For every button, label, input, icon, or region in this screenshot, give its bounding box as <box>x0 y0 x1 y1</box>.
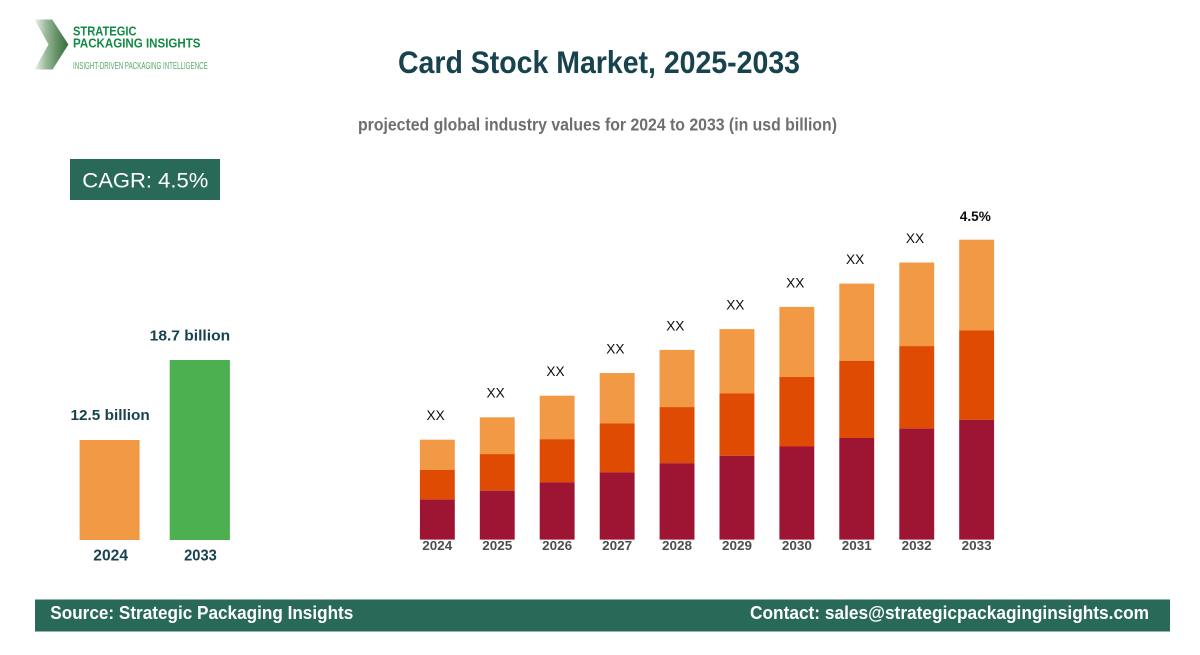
svg-text:XX: XX <box>487 385 506 401</box>
svg-text:XX: XX <box>846 251 865 267</box>
svg-text:18.7 billion: 18.7 billion <box>150 327 230 344</box>
svg-text:Card Stock Market, 2025-2033: Card Stock Market, 2025-2033 <box>398 45 800 80</box>
svg-text:INSIGHT-DRIVEN PACKAGING INTEL: INSIGHT-DRIVEN PACKAGING INTELLIGENCE <box>73 61 208 72</box>
svg-text:12.5 billion: 12.5 billion <box>71 407 150 424</box>
svg-text:CAGR: 4.5%: CAGR: 4.5% <box>82 170 208 193</box>
svg-text:XX: XX <box>786 274 805 290</box>
svg-text:XX: XX <box>666 317 685 333</box>
svg-text:2029: 2029 <box>722 539 752 553</box>
svg-text:4.5%: 4.5% <box>960 209 991 224</box>
svg-text:XX: XX <box>906 230 925 246</box>
svg-text:XX: XX <box>427 407 446 423</box>
svg-text:XX: XX <box>606 340 625 356</box>
svg-text:2027: 2027 <box>602 539 632 553</box>
svg-text:2030: 2030 <box>782 539 812 553</box>
svg-text:XX: XX <box>546 363 565 379</box>
svg-text:2024: 2024 <box>422 539 452 553</box>
svg-text:STRATEGIC: STRATEGIC <box>73 25 137 39</box>
svg-text:2024: 2024 <box>93 547 128 564</box>
svg-text:2028: 2028 <box>662 539 692 553</box>
svg-text:Source: Strategic Packaging In: Source: Strategic Packaging Insights <box>50 602 353 623</box>
svg-text:2033: 2033 <box>962 539 992 553</box>
svg-text:2025: 2025 <box>482 539 512 553</box>
svg-text:PACKAGING INSIGHTS: PACKAGING INSIGHTS <box>73 37 201 51</box>
svg-text:XX: XX <box>726 297 745 313</box>
svg-text:projected global industry valu: projected global industry values for 202… <box>358 115 837 135</box>
svg-text:2032: 2032 <box>902 539 932 553</box>
svg-text:2033: 2033 <box>184 547 217 564</box>
svg-text:Contact: sales@strategicpackag: Contact: sales@strategicpackaginginsight… <box>750 603 1149 623</box>
svg-text:2031: 2031 <box>842 539 872 553</box>
svg-text:2026: 2026 <box>542 539 572 553</box>
